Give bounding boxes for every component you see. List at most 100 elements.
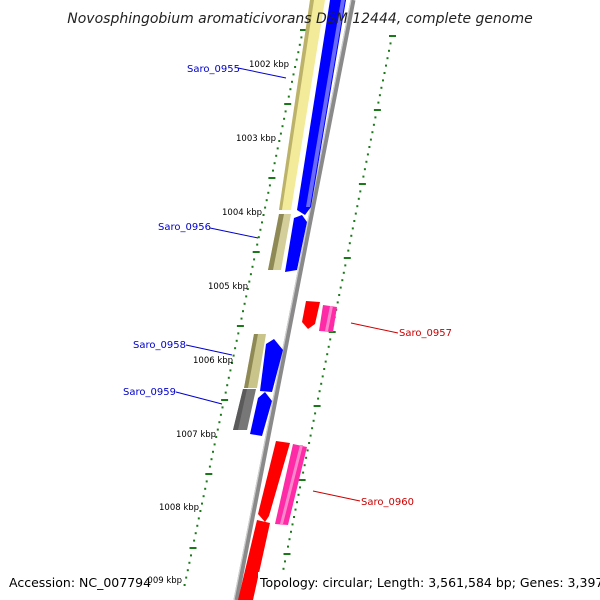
outer-tick: [339, 286, 342, 289]
outer-tick: [343, 257, 351, 259]
outer-tick: [342, 271, 345, 274]
gene-arrow-saro-0958: [260, 339, 283, 392]
outer-tick: [298, 479, 306, 481]
inner-tick: [196, 524, 199, 527]
inner-tick: [300, 36, 303, 39]
inner-tick: [193, 539, 196, 542]
inner-tick: [283, 117, 286, 120]
inner-tick: [251, 265, 254, 268]
inner-tick: [294, 66, 297, 68]
outer-tick: [309, 434, 312, 437]
inner-tick: [190, 554, 192, 557]
inner-tick: [287, 95, 290, 98]
outer-tick: [382, 79, 384, 82]
inner-tick: [237, 332, 240, 335]
kbp-label: 1007 kbp: [176, 430, 216, 440]
inner-tick: [199, 510, 202, 512]
leader-saro-0957: [350, 322, 399, 334]
outer-tick: [347, 249, 350, 252]
genome-backbone: [233, 0, 356, 600]
inner-tick: [253, 258, 256, 261]
inner-tick: [185, 576, 188, 579]
inner-tick: [189, 547, 197, 549]
outer-tick: [318, 390, 321, 393]
footer-topology-bg: [258, 572, 594, 592]
leader-saro-0958: [185, 344, 233, 356]
genome-backbone-highlight: [233, 0, 352, 600]
outer-tick: [296, 501, 298, 504]
outer-tick: [369, 138, 372, 141]
inner-tick: [232, 354, 235, 357]
outer-tick: [363, 168, 366, 171]
gene-label-saro-0955[interactable]: Saro_0955: [187, 64, 240, 75]
inner-tick: [221, 406, 224, 409]
inner-tick: [292, 73, 295, 76]
leader-saro-0960: [312, 490, 361, 502]
cds-shade-saro-0958-edge: [244, 334, 258, 388]
outer-tick: [329, 338, 332, 341]
outer-tick: [324, 360, 327, 363]
outer-tick: [356, 205, 359, 208]
outer-tick: [357, 197, 360, 200]
inner-tick: [229, 369, 232, 372]
inner-tick: [197, 517, 200, 520]
gene-arrow-saro-0955-shine: [306, 0, 345, 207]
inner-tick: [205, 480, 208, 483]
gene-arrow-saro-0959: [250, 392, 272, 436]
inner-tick: [235, 339, 238, 342]
outer-tick: [353, 220, 356, 222]
inner-tick: [284, 110, 287, 113]
inner-tick: [215, 436, 218, 438]
inner-tick: [300, 29, 307, 31]
outer-tick: [323, 368, 326, 370]
inner-tick: [268, 177, 276, 179]
outer-tick: [314, 412, 317, 415]
outer-tick: [313, 405, 321, 407]
outer-tick: [351, 227, 354, 230]
inner-tick: [210, 458, 213, 461]
outer-tick: [389, 42, 392, 45]
inner-tick: [231, 362, 233, 364]
gene-label-saro-0957[interactable]: Saro_0957: [399, 328, 452, 339]
inner-tick: [213, 443, 216, 446]
inner-tick: [218, 421, 221, 424]
inner-tick: [212, 450, 214, 453]
outer-tick: [311, 427, 314, 430]
outer-tick: [380, 86, 383, 89]
outer-tick: [291, 523, 294, 526]
kbp-label: 1009 kbp: [142, 576, 182, 586]
inner-tick: [221, 399, 229, 401]
kbp-label: 1003 kbp: [236, 134, 276, 144]
inner-tick: [219, 413, 222, 416]
inner-tick: [262, 214, 265, 216]
outer-tick: [308, 442, 311, 444]
inner-tick: [259, 228, 262, 231]
outer-tick: [378, 94, 381, 97]
gene-label-saro-0958[interactable]: Saro_0958: [133, 340, 186, 351]
outer-tick: [348, 242, 351, 245]
outer-tick: [328, 331, 336, 333]
inner-tick: [257, 236, 260, 239]
outer-tick: [284, 560, 286, 563]
outer-tick: [354, 212, 357, 215]
gene-label-saro-0956[interactable]: Saro_0956: [158, 222, 211, 233]
inner-tick: [275, 154, 278, 157]
inner-tick: [226, 384, 229, 387]
inner-tick: [183, 584, 186, 586]
kbp-label: 1006 kbp: [193, 356, 233, 366]
outer-tick: [359, 190, 362, 193]
leader-saro-0955: [237, 67, 287, 79]
outer-tick: [366, 153, 369, 156]
outer-tick: [377, 101, 380, 104]
inner-tick: [205, 473, 213, 475]
inner-tick: [281, 125, 284, 128]
inner-tick: [242, 310, 244, 313]
gene-label-saro-0959[interactable]: Saro_0959: [123, 387, 176, 398]
inner-tick: [248, 280, 251, 283]
cds-shade-saro-0955: [279, 0, 325, 210]
outer-tick: [306, 449, 309, 452]
gene-label-saro-0960[interactable]: Saro_0960: [361, 497, 414, 508]
inner-tick: [256, 243, 259, 246]
outer-tick: [303, 464, 306, 467]
